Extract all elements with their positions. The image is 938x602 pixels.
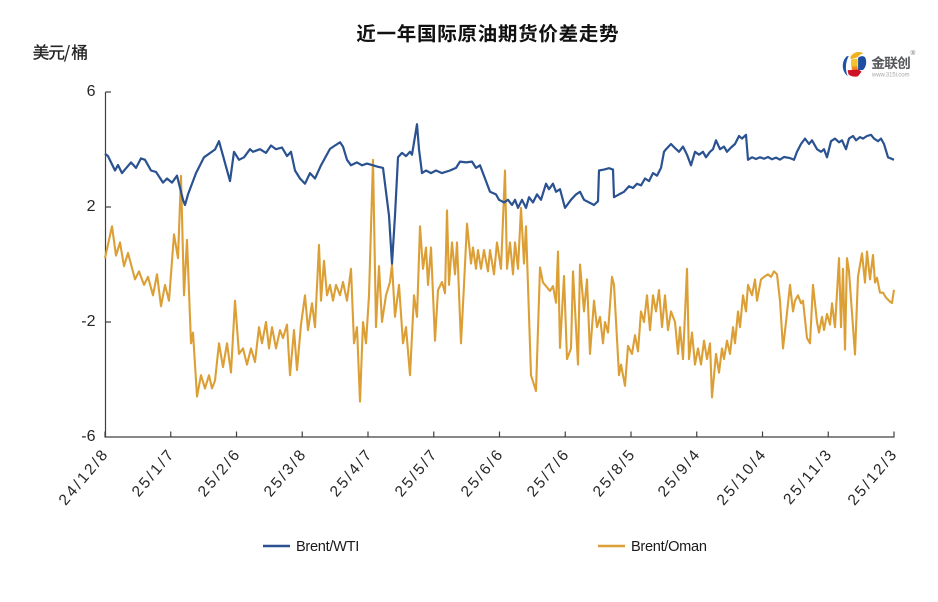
- svg-text:®: ®: [911, 49, 916, 57]
- svg-text:www.315i.com: www.315i.com: [871, 72, 910, 78]
